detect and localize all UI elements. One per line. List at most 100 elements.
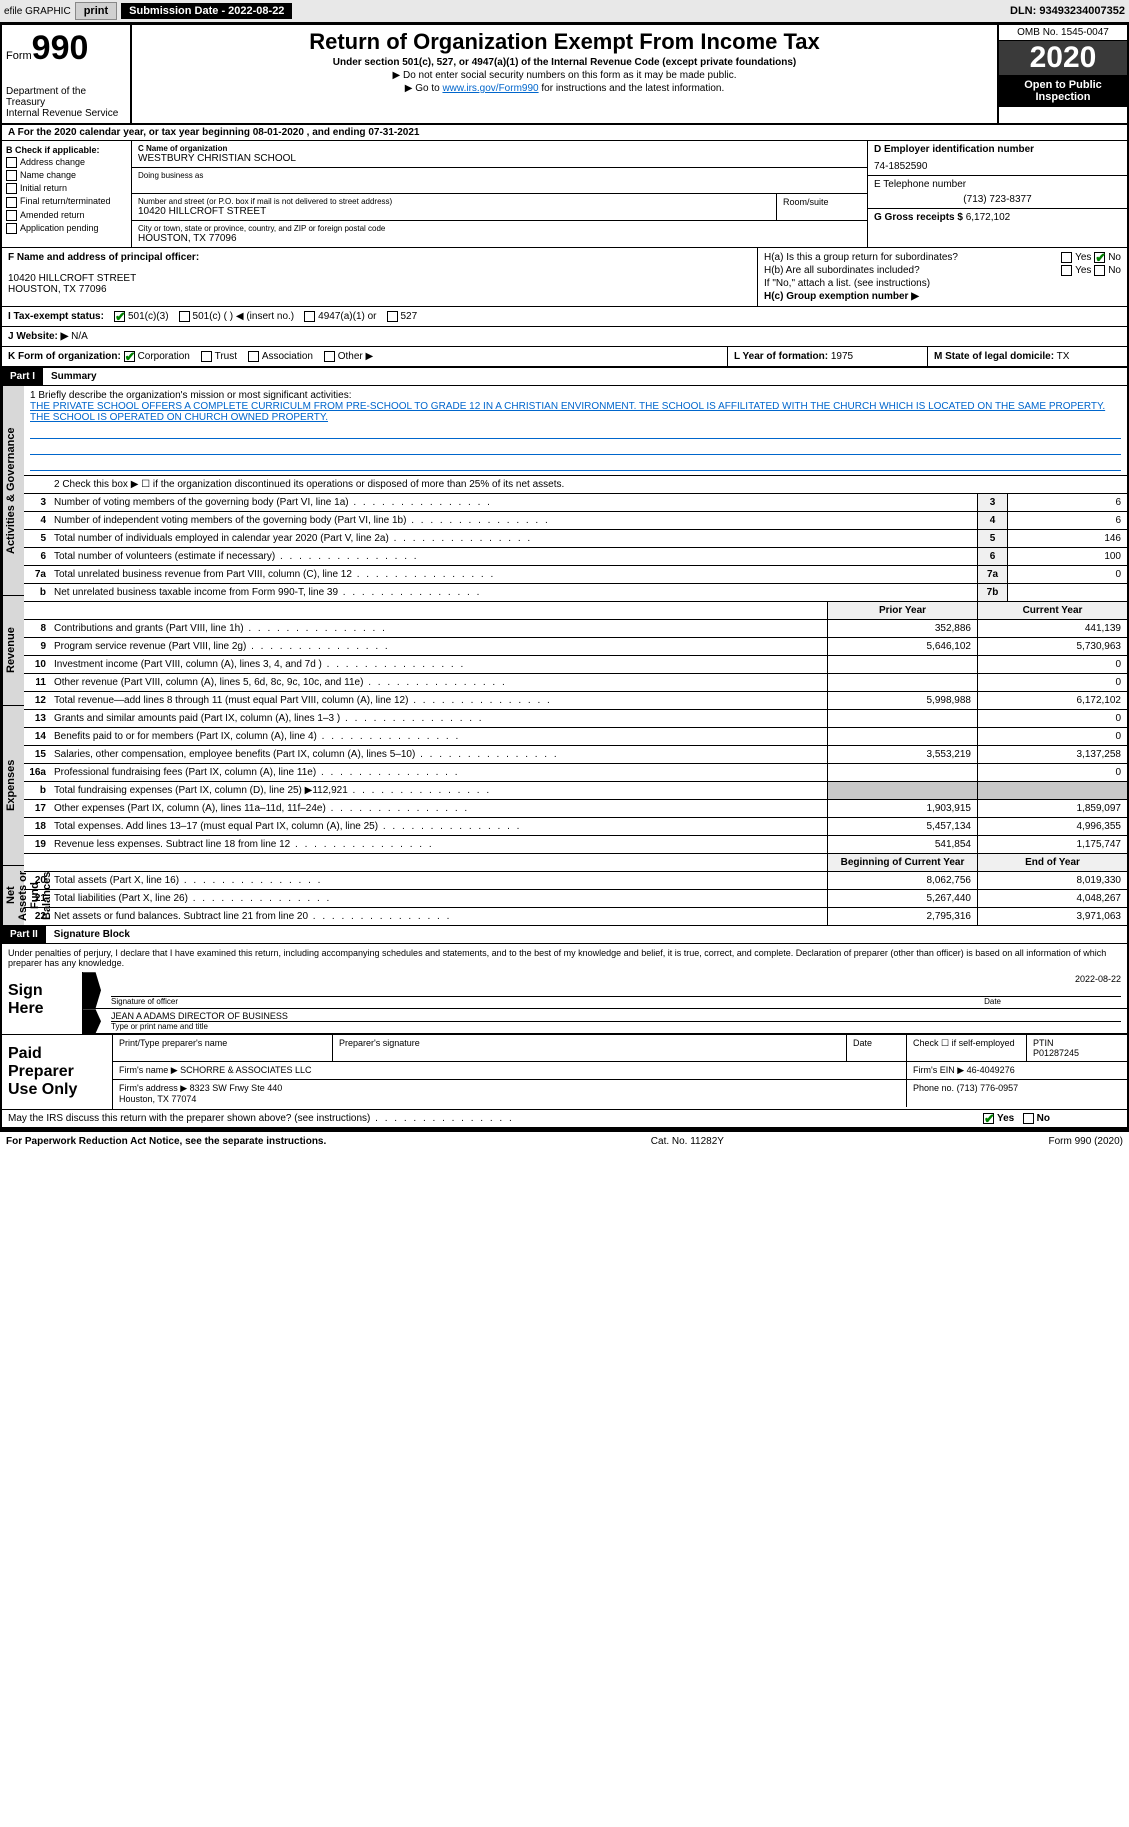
opt-amended-return[interactable]: Amended return: [6, 210, 127, 221]
gov-line-4: 4Number of independent voting members of…: [24, 512, 1127, 530]
line-20: 20Total assets (Part X, line 16) 8,062,7…: [24, 872, 1127, 890]
prior-current-header: Prior Year Current Year: [24, 602, 1127, 620]
header-right: OMB No. 1545-0047 2020 Open to Public In…: [997, 25, 1127, 123]
line-9: 9Program service revenue (Part VIII, lin…: [24, 638, 1127, 656]
street-address: 10420 HILLCROFT STREET: [138, 206, 770, 217]
vtab-netassets: Net Assets or Fund Balances: [2, 866, 24, 926]
cat-number: Cat. No. 11282Y: [651, 1136, 724, 1147]
phone-label: E Telephone number: [874, 179, 1121, 190]
block-b-to-g: B Check if applicable: Address change Na…: [2, 141, 1127, 248]
name-label: C Name of organization: [138, 144, 861, 153]
part2-header: Part II Signature Block: [2, 926, 1127, 944]
firm-name-row: Firm's name ▶ SCHORRE & ASSOCIATES LLC F…: [113, 1062, 1127, 1080]
cb-discuss-yes[interactable]: [983, 1113, 994, 1124]
firm-name: SCHORRE & ASSOCIATES LLC: [180, 1065, 311, 1075]
gov-line-6: 6Total number of volunteers (estimate if…: [24, 548, 1127, 566]
print-button[interactable]: print: [75, 2, 117, 20]
line-2: 2 Check this box ▶ ☐ if the organization…: [24, 476, 1127, 494]
dln-label: DLN: 93493234007352: [1010, 5, 1125, 17]
declaration-text: Under penalties of perjury, I declare th…: [2, 944, 1127, 972]
opt-address-change[interactable]: Address change: [6, 157, 127, 168]
ptin-value: P01287245: [1033, 1048, 1079, 1058]
line-10: 10Investment income (Part VIII, column (…: [24, 656, 1127, 674]
hc-row: H(c) Group exemption number ▶: [764, 291, 1121, 302]
sig-date: 2022-08-22: [1075, 974, 1121, 984]
cb-527[interactable]: [387, 311, 398, 322]
opt-name-change[interactable]: Name change: [6, 170, 127, 181]
box-i: I Tax-exempt status: 501(c)(3) 501(c) ( …: [2, 307, 1127, 327]
cb-assoc[interactable]: [248, 351, 259, 362]
omb-number: OMB No. 1545-0047: [999, 25, 1127, 41]
box-j: J Website: ▶ N/A: [2, 327, 1127, 347]
line-11: 11Other revenue (Part VIII, column (A), …: [24, 674, 1127, 692]
cb-501c3[interactable]: [114, 311, 125, 322]
part1-body: Activities & Governance Revenue Expenses…: [2, 386, 1127, 926]
form-title: Return of Organization Exempt From Incom…: [140, 29, 989, 55]
line-12: 12Total revenue—add lines 8 through 11 (…: [24, 692, 1127, 710]
name-title-line: JEAN A ADAMS DIRECTOR OF BUSINESS Type o…: [83, 1009, 1127, 1034]
form-header: Form990 Department of the Treasury Inter…: [2, 25, 1127, 125]
line-19: 19Revenue less expenses. Subtract line 1…: [24, 836, 1127, 854]
paperwork-notice: For Paperwork Reduction Act Notice, see …: [6, 1136, 326, 1147]
paid-preparer-row: Paid Preparer Use Only Print/Type prepar…: [2, 1035, 1127, 1110]
cb-other[interactable]: [324, 351, 335, 362]
cb-4947[interactable]: [304, 311, 315, 322]
form-subtitle: Under section 501(c), 527, or 4947(a)(1)…: [140, 57, 989, 68]
cb-discuss-no[interactable]: [1023, 1113, 1034, 1124]
line-a: A For the 2020 calendar year, or tax yea…: [2, 125, 1127, 141]
sign-here-row: Sign Here 2022-08-22 Signature of office…: [2, 972, 1127, 1035]
cb-501c[interactable]: [179, 311, 190, 322]
submission-date: Submission Date - 2022-08-22: [121, 3, 292, 19]
line-16a: 16aProfessional fundraising fees (Part I…: [24, 764, 1127, 782]
line-21: 21Total liabilities (Part X, line 26) 5,…: [24, 890, 1127, 908]
vtab-expenses: Expenses: [2, 706, 24, 866]
preparer-header-row: Print/Type preparer's name Preparer's si…: [113, 1035, 1127, 1062]
org-name: WESTBURY CHRISTIAN SCHOOL: [138, 153, 861, 164]
discuss-row: May the IRS discuss this return with the…: [2, 1110, 1127, 1129]
opt-initial-return[interactable]: Initial return: [6, 183, 127, 194]
dba-label: Doing business as: [138, 171, 861, 180]
city-state-zip: HOUSTON, TX 77096: [138, 233, 861, 244]
ha-row: H(a) Is this a group return for subordin…: [764, 252, 1121, 263]
cb-corp[interactable]: [124, 351, 135, 362]
signature-line: 2022-08-22 Signature of officer Date: [83, 972, 1127, 1009]
line-17: 17Other expenses (Part IX, column (A), l…: [24, 800, 1127, 818]
form-number: 990: [32, 29, 89, 67]
open-inspection: Open to Public Inspection: [999, 75, 1127, 107]
efile-label: efile GRAPHIC: [4, 6, 71, 17]
hb-note: If "No," attach a list. (see instruction…: [764, 278, 1121, 289]
mission-text: THE PRIVATE SCHOOL OFFERS A COMPLETE CUR…: [30, 401, 1121, 423]
vtab-governance: Activities & Governance: [2, 386, 24, 596]
vtab-revenue: Revenue: [2, 596, 24, 706]
box-c: C Name of organization WESTBURY CHRISTIA…: [132, 141, 867, 247]
top-toolbar: efile GRAPHIC print Submission Date - 20…: [0, 0, 1129, 23]
gross-receipts-value: 6,172,102: [966, 212, 1011, 223]
form-990-frame: Form990 Department of the Treasury Inter…: [0, 23, 1129, 1131]
website-value: N/A: [71, 331, 88, 342]
box-f: F Name and address of principal officer:…: [2, 248, 757, 306]
box-b-title: B Check if applicable:: [6, 145, 127, 155]
ein-value: 74-1852590: [874, 161, 1121, 172]
box-k: K Form of organization: Corporation Trus…: [2, 347, 727, 366]
dept-label: Department of the Treasury Internal Reve…: [6, 86, 126, 119]
line-18: 18Total expenses. Add lines 13–17 (must …: [24, 818, 1127, 836]
city-label: City or town, state or province, country…: [138, 224, 861, 233]
cb-trust[interactable]: [201, 351, 212, 362]
opt-application-pending[interactable]: Application pending: [6, 223, 127, 234]
irs-link[interactable]: www.irs.gov/Form990: [442, 83, 538, 94]
room-suite-label: Room/suite: [777, 194, 867, 220]
note-goto: ▶ Go to www.irs.gov/Form990 for instruct…: [140, 83, 989, 94]
form-prefix: Form: [6, 50, 32, 62]
phone-value: (713) 723-8377: [874, 194, 1121, 205]
gov-line-b: bNet unrelated business taxable income f…: [24, 584, 1127, 602]
line-1-mission: 1 Briefly describe the organization's mi…: [24, 386, 1127, 476]
line-14: 14Benefits paid to or for members (Part …: [24, 728, 1127, 746]
line-15: 15Salaries, other compensation, employee…: [24, 746, 1127, 764]
opt-final-return[interactable]: Final return/terminated: [6, 196, 127, 207]
firm-addr-row: Firm's address ▶ 8323 SW Frwy Ste 440 Ho…: [113, 1080, 1127, 1107]
row-k-l-m: K Form of organization: Corporation Trus…: [2, 347, 1127, 368]
page-footer: For Paperwork Reduction Act Notice, see …: [0, 1131, 1129, 1151]
note-ssn: ▶ Do not enter social security numbers o…: [140, 70, 989, 81]
gov-line-7a: 7aTotal unrelated business revenue from …: [24, 566, 1127, 584]
tax-year: 2020: [999, 41, 1127, 75]
